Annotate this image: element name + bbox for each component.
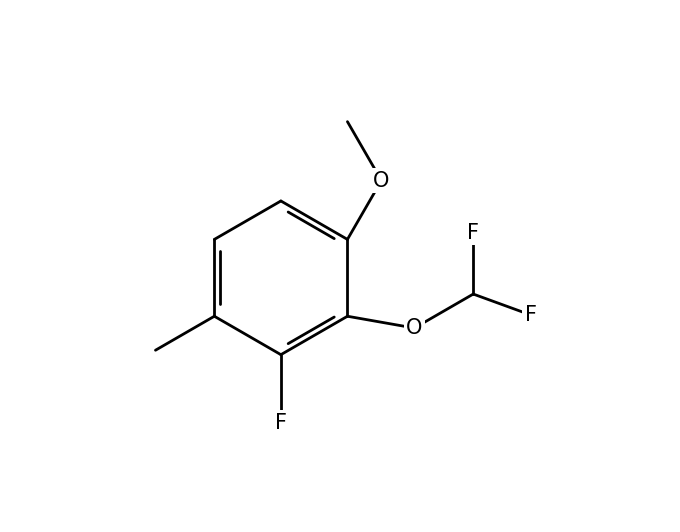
Text: F: F	[467, 223, 479, 243]
Text: O: O	[406, 318, 422, 338]
Text: O: O	[373, 171, 390, 190]
Text: F: F	[275, 413, 287, 433]
Text: F: F	[525, 305, 537, 325]
